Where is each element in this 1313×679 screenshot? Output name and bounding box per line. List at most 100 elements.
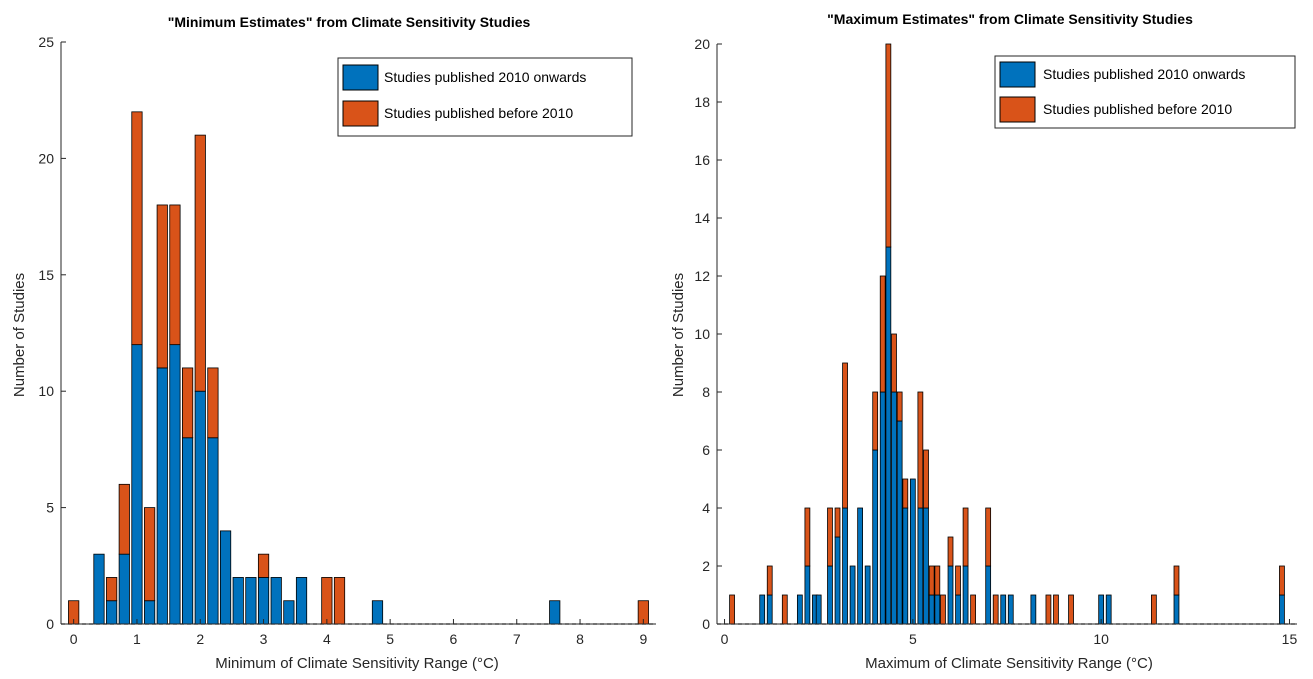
bar-recent (232, 577, 244, 625)
bar-recent (796, 594, 803, 625)
chart-title: "Maximum Estimates" from Climate Sensiti… (827, 11, 1193, 27)
bar-old (947, 536, 954, 567)
bar-old (940, 594, 946, 625)
bar-recent (834, 536, 841, 625)
bar-old (885, 43, 892, 248)
bar-old (169, 204, 181, 346)
x-tick-label: 8 (576, 631, 584, 647)
bar-old (985, 507, 992, 567)
bar-recent (923, 507, 929, 625)
bar-old (182, 367, 194, 439)
bar-recent (207, 437, 219, 625)
bar-recent (934, 594, 941, 625)
bar-old (872, 391, 879, 451)
bar-recent (815, 594, 822, 625)
bar-old (992, 594, 999, 625)
y-tick-label: 15 (38, 267, 54, 283)
y-axis-label: Number of Studies (670, 273, 687, 397)
y-tick-label: 6 (702, 442, 710, 458)
bar-recent (245, 577, 257, 625)
bar-recent (118, 553, 130, 625)
y-tick-label: 20 (38, 150, 54, 166)
bar-old (106, 577, 118, 602)
bar-recent (371, 600, 384, 625)
x-axis-label: Maximum of Climate Sensitivity Range (°C… (865, 655, 1153, 672)
bar-recent (93, 553, 105, 625)
bar-recent (766, 594, 773, 625)
y-tick-label: 10 (38, 383, 54, 399)
bar-recent (947, 565, 954, 625)
legend-box (337, 57, 633, 137)
legend-swatch-old (999, 96, 1036, 123)
bar-old (923, 449, 929, 509)
x-tick-label: 15 (1282, 631, 1298, 647)
bar-recent (842, 507, 848, 625)
y-tick-label: 0 (46, 616, 54, 632)
bar-recent (985, 565, 992, 625)
legend-label-old: Studies published before 2010 (1043, 101, 1232, 117)
bar-old (834, 507, 841, 538)
bar-old (827, 507, 833, 567)
bar-old (333, 577, 346, 625)
x-tick-label: 2 (196, 631, 204, 647)
x-tick-label: 0 (70, 631, 78, 647)
x-tick-label: 7 (513, 631, 521, 647)
bar-old (1151, 594, 1157, 625)
bar-old (879, 275, 886, 393)
legend-swatch-recent (342, 64, 379, 91)
x-tick-label: 9 (639, 631, 647, 647)
bar-old (955, 565, 961, 596)
bar-recent (1173, 594, 1180, 625)
bar-recent (827, 565, 833, 625)
bar-recent (182, 437, 194, 625)
chart-maximum-estimates: "Maximum Estimates" from Climate Sensiti… (670, 11, 1297, 672)
x-tick-label: 6 (450, 631, 458, 647)
legend-label-old: Studies published before 2010 (384, 105, 573, 121)
bar-recent (909, 478, 916, 625)
bar-old (781, 594, 788, 625)
bar-recent (917, 507, 924, 625)
x-tick-label: 5 (909, 631, 917, 647)
bar-old (144, 507, 156, 602)
bar-recent (955, 594, 961, 625)
chart-title: "Minimum Estimates" from Climate Sensiti… (168, 14, 531, 30)
y-tick-label: 8 (702, 384, 710, 400)
legend-label-recent: Studies published 2010 onwards (1043, 66, 1245, 82)
bar-old (902, 478, 909, 509)
legend-box (994, 55, 1296, 129)
bar-recent (902, 507, 909, 625)
bar-old (257, 553, 270, 578)
bar-old (1053, 594, 1059, 625)
legend-swatch-old (342, 100, 379, 127)
bar-old (321, 577, 333, 625)
bar-old (194, 134, 206, 392)
bar-recent (169, 344, 181, 625)
axes: 0 5 10 15 20 25 0 1 2 3 4 5 6 7 8 9 (38, 34, 656, 647)
bar-recent (194, 390, 206, 625)
bar-old (729, 594, 735, 625)
chart-minimum-estimates: "Minimum Estimates" from Climate Sensiti… (11, 14, 656, 672)
legend: Studies published 2010 onwards Studies p… (337, 57, 633, 137)
bar-old (934, 565, 941, 596)
axes: 0 2 4 6 8 10 12 14 16 18 20 0 5 10 15 (694, 36, 1297, 647)
bar-group (717, 43, 1297, 625)
bar-old (891, 333, 897, 393)
y-tick-label: 25 (38, 34, 54, 50)
y-tick-label: 2 (702, 558, 710, 574)
bar-recent (804, 565, 811, 625)
x-tick-label: 0 (721, 631, 729, 647)
x-tick-label: 4 (323, 631, 331, 647)
bar-recent (219, 530, 232, 625)
bar-recent (295, 577, 308, 625)
x-axis-label: Minimum of Climate Sensitivity Range (°C… (215, 655, 499, 672)
bar-old (1045, 594, 1052, 625)
bar-recent (283, 600, 295, 625)
bar-recent (1030, 594, 1037, 625)
bar-recent (1279, 594, 1285, 625)
bar-old (131, 111, 143, 346)
bar-recent (885, 246, 892, 625)
bar-recent (872, 449, 879, 625)
legend: Studies published 2010 onwards Studies p… (994, 55, 1296, 129)
bar-old (804, 507, 811, 567)
